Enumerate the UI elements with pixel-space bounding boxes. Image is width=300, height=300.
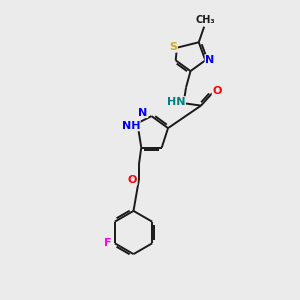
Text: N: N (139, 107, 148, 118)
Text: CH₃: CH₃ (195, 15, 215, 25)
Text: NH: NH (122, 121, 140, 131)
Text: F: F (104, 238, 112, 248)
Text: O: O (212, 85, 222, 96)
Text: S: S (169, 42, 177, 52)
Text: HN: HN (167, 97, 185, 107)
Text: N: N (205, 55, 214, 65)
Text: O: O (128, 175, 137, 185)
